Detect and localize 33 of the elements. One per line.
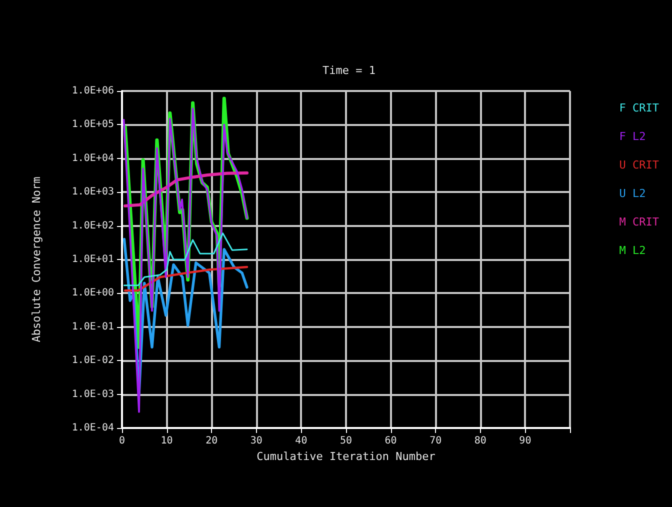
- y-tick-label: 1.0E-03: [72, 388, 114, 400]
- line-series: [123, 232, 248, 286]
- y-tick-label: 1.0E-01: [72, 321, 114, 332]
- y-tick-label: 1.0E-04: [72, 422, 114, 434]
- x-tick-label: 40: [295, 436, 308, 446]
- x-axis-title: Cumulative Iteration Number: [256, 450, 436, 463]
- x-tick-label: 70: [430, 436, 442, 446]
- line-series: [124, 266, 248, 292]
- x-tick-label: 20: [206, 436, 218, 446]
- y-axis-title: Absolute Convergence Norm: [30, 176, 43, 342]
- line-series: [122, 108, 248, 413]
- y-tick-label: 1.0E+01: [72, 254, 114, 265]
- y-tick-label: 1.0E+02: [72, 220, 114, 232]
- text: M L2: [619, 244, 646, 257]
- x-tick-label: 10: [160, 436, 173, 446]
- text: F L2: [619, 130, 646, 143]
- x-tick-label: 50: [340, 436, 352, 446]
- text: U L2: [619, 187, 646, 200]
- x-tick-label: 30: [250, 436, 262, 446]
- text: M CRIT: [619, 216, 660, 228]
- x-tick-label: 80: [474, 436, 486, 446]
- y-tick-label: 1.0E-02: [72, 355, 114, 366]
- y-tick-label: 1.0E+00: [72, 288, 114, 299]
- x-tick-label: 60: [384, 436, 397, 446]
- chart-title: Time = 1: [322, 64, 376, 77]
- x-tick-label: 90: [519, 436, 532, 446]
- y-tick-label: 1.0E+06: [72, 86, 114, 96]
- y-tick-label: 1.0E+03: [72, 186, 114, 198]
- text: U CRIT: [619, 158, 660, 172]
- text: F CRIT: [619, 102, 660, 114]
- y-tick-label: 1.0E+04: [72, 152, 114, 164]
- y-tick-label: 1.0E+05: [72, 119, 114, 130]
- x-tick-label: 0: [118, 436, 126, 446]
